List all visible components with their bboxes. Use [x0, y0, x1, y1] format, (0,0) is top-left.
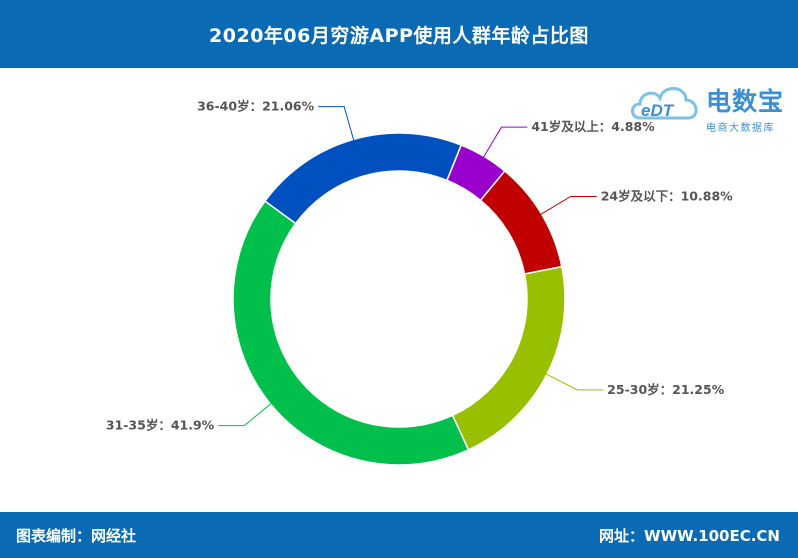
- donut-chart: 41岁及以上：4.88% 24岁及以下：10.88% 25-30岁：21.25% 31…: [106, 99, 733, 466]
- footer-source: 图表编制：网经社: [16, 527, 137, 545]
- slice-labels: 41岁及以上：4.88% 24岁及以下：10.88% 25-30岁：21.25% 31…: [106, 99, 733, 433]
- slice-label: 41岁及以上：4.88%: [531, 119, 655, 134]
- cloud-logo-icon: eDT: [631, 87, 698, 120]
- slice-label: 25-30岁：21.25%: [607, 382, 725, 397]
- donut-slice: [263, 132, 463, 225]
- slice-label: 31-35岁：41.9%: [106, 418, 215, 433]
- footer-website: 网址：WWW.100EC.CN: [599, 527, 780, 545]
- donut-slice: [479, 169, 563, 275]
- chart-title: 2020年06月穷游APP使用人群年龄占比图: [209, 24, 589, 47]
- logo-mark: eDT: [641, 101, 675, 120]
- header-bar: 2020年06月穷游APP使用人群年龄占比图: [0, 0, 798, 68]
- leader-line: [218, 401, 274, 427]
- logo-title: 电数宝: [706, 87, 785, 116]
- brand-logo: eDT 电数宝 电商大数据库: [628, 74, 793, 134]
- donut-slice: [232, 200, 470, 466]
- footer-bar: 图表编制：网经社 网址：WWW.100EC.CN: [0, 512, 798, 558]
- leader-line: [537, 195, 597, 217]
- slice-label: 24岁及以下：10.88%: [601, 188, 733, 203]
- leader-line: [543, 372, 604, 391]
- slice-label: 36-40岁：21.06%: [197, 99, 315, 114]
- leader-lines: [218, 106, 604, 427]
- leader-line: [481, 126, 528, 161]
- leader-line: [318, 106, 356, 144]
- logo-subtitle: 电商大数据库: [706, 123, 775, 134]
- donut-slices: [232, 132, 566, 466]
- donut-slice: [451, 265, 566, 451]
